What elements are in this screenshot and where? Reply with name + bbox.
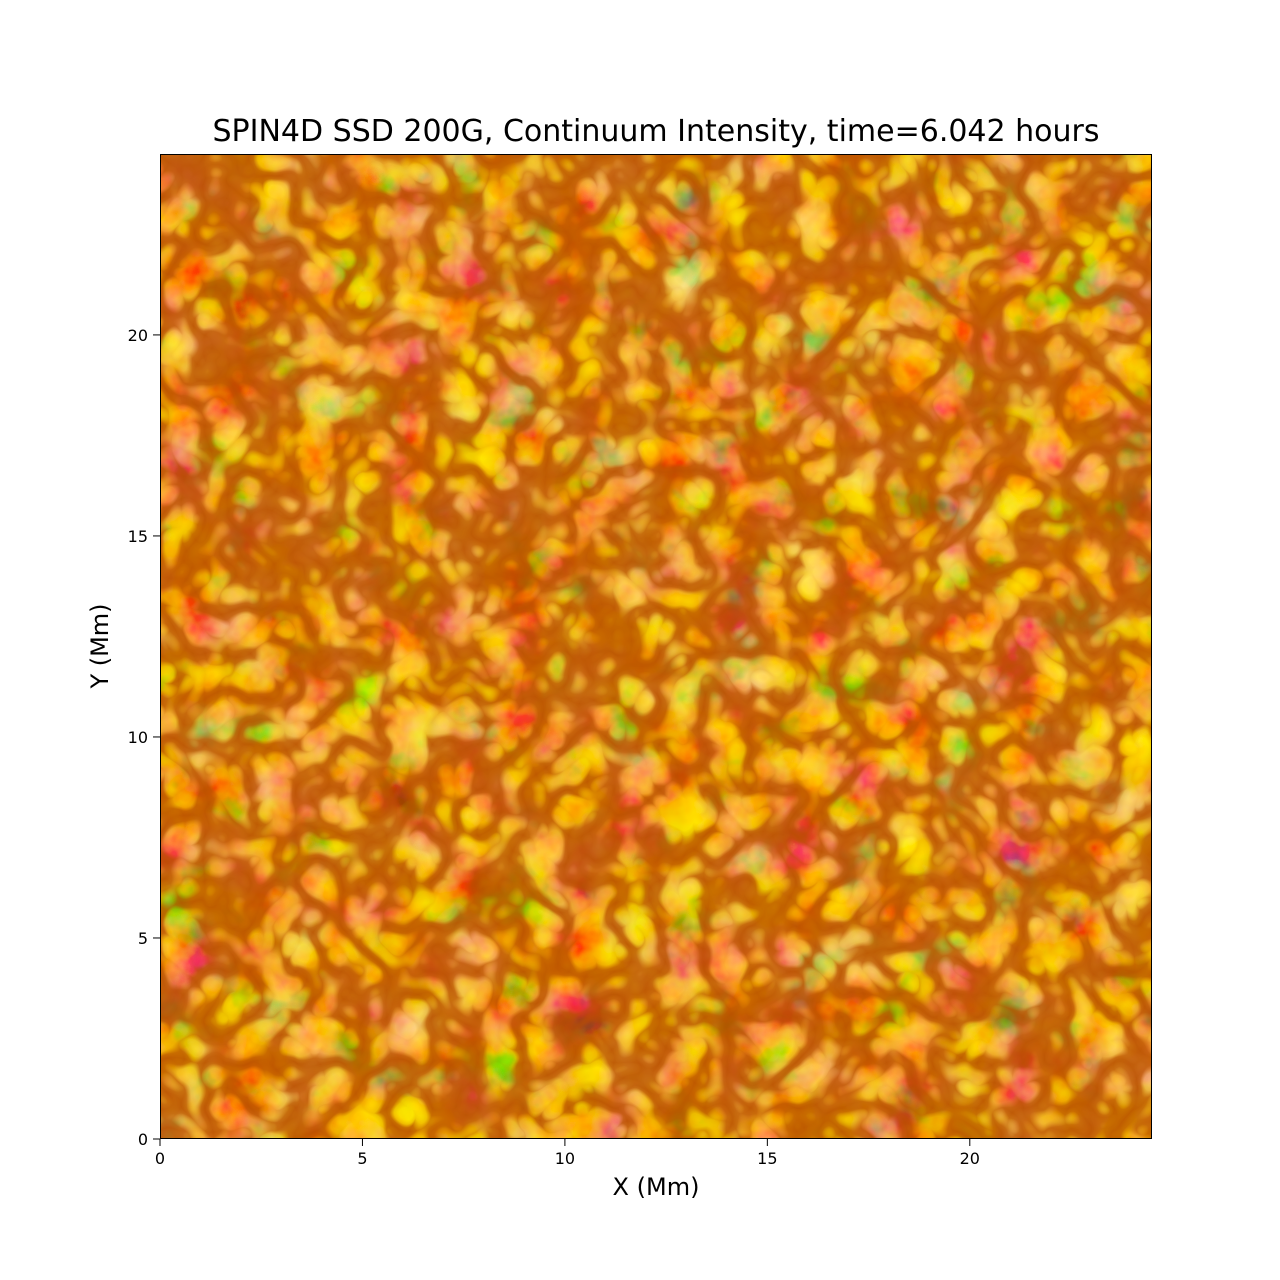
x-tick-label: 10	[555, 1149, 575, 1168]
plot-border	[160, 154, 1152, 1139]
x-tick-label: 20	[960, 1149, 980, 1168]
x-axis-ticks: 0 5 10 15 20	[155, 1139, 980, 1168]
x-tick-label: 15	[757, 1149, 777, 1168]
y-tick-label: 10	[128, 728, 148, 747]
y-tick-label: 0	[138, 1130, 148, 1149]
x-tick-label: 5	[357, 1149, 367, 1168]
y-tick-label: 15	[128, 527, 148, 546]
plot-area	[160, 154, 1152, 1139]
y-axis-label: Y (Mm)	[86, 603, 114, 689]
chart-title: SPIN4D SSD 200G, Continuum Intensity, ti…	[212, 114, 1100, 149]
y-axis-ticks: 0 5 10 15 20	[128, 326, 160, 1149]
y-tick-label: 5	[138, 929, 148, 948]
x-tick-label: 0	[155, 1149, 165, 1168]
x-axis-label: X (Mm)	[612, 1173, 700, 1201]
intergranular-lanes	[160, 154, 1152, 1139]
y-tick-label: 20	[128, 326, 148, 345]
